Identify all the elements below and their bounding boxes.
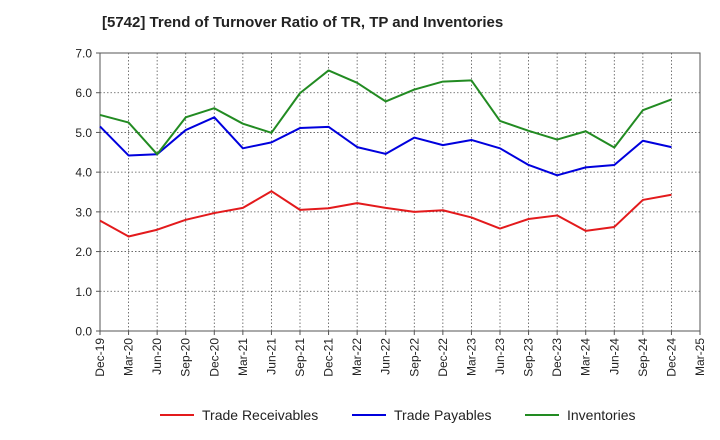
y-tick-label: 2.0 [75, 245, 92, 259]
series-layer [99, 69, 672, 238]
series-line-trade-receivables [99, 190, 672, 238]
x-tick-label: Sep-22 [407, 338, 421, 377]
x-tick-label: Sep-21 [293, 338, 307, 377]
y-tick-label: 6.0 [75, 86, 92, 100]
grid-layer [100, 53, 700, 331]
x-tick-label: Jun-24 [607, 338, 621, 375]
x-tick-label: Dec-22 [436, 338, 450, 377]
axis-layer [96, 52, 701, 335]
legend-label: Trade Payables [394, 407, 492, 423]
chart-legend: Trade Receivables Trade Payables Inventori… [0, 404, 720, 426]
legend-swatch [352, 414, 386, 416]
y-tick-label: 1.0 [75, 285, 92, 299]
x-tick-label: Mar-24 [579, 338, 593, 376]
x-tick-label: Dec-21 [322, 338, 336, 377]
x-tick-label: Sep-24 [636, 338, 650, 377]
x-tick-label: Dec-24 [664, 338, 678, 377]
x-tick-label: Mar-20 [122, 338, 136, 376]
x-tick-label: Jun-21 [264, 338, 278, 375]
x-tick-label: Mar-21 [236, 338, 250, 376]
x-tick-label: Dec-19 [93, 338, 107, 377]
y-tick-label: 7.0 [75, 47, 92, 61]
legend-item: Inventories [525, 404, 635, 426]
x-tick-label: Mar-23 [464, 338, 478, 376]
legend-label: Trade Receivables [202, 407, 319, 423]
legend-item: Trade Receivables [160, 404, 318, 426]
label-layer: 0.0 1.0 2.0 3.0 4.0 5.0 6.0 7.0 Dec-19 Mar-20 Jun-… [75, 47, 707, 377]
y-tick-label: 3.0 [75, 205, 92, 219]
x-tick-label: Jun-23 [493, 338, 507, 375]
chart-title: [5742] Trend of Turnover Ratio of TR, TP… [102, 14, 504, 31]
x-tick-label: Dec-20 [207, 338, 221, 377]
plot-frame [99, 52, 701, 332]
legend-item: Trade Payables [352, 404, 492, 426]
x-tick-label: Sep-20 [179, 338, 193, 377]
legend-label: Inventories [567, 407, 636, 423]
x-tick-label: Mar-25 [693, 338, 707, 376]
x-tick-label: Sep-23 [522, 338, 536, 377]
y-tick-label: 4.0 [75, 166, 92, 180]
series-line-inventories [99, 69, 672, 156]
x-tick-label: Jun-20 [150, 338, 164, 375]
y-tick-label: 5.0 [75, 126, 92, 140]
legend-swatch [525, 414, 559, 416]
series-line-trade-payables [99, 116, 672, 177]
legend-swatch [160, 414, 194, 416]
x-tick-label: Dec-23 [550, 338, 564, 377]
y-tick-label: 0.0 [75, 325, 92, 339]
x-tick-label: Jun-22 [379, 338, 393, 375]
x-tick-label: Mar-22 [350, 338, 364, 376]
